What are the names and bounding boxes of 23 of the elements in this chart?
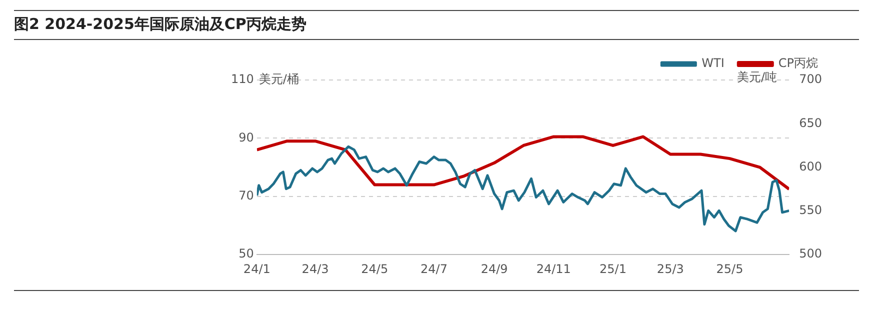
x-tick-label: 24/11: [536, 262, 571, 276]
x-tick-label: 24/7: [420, 262, 448, 276]
x-tick-label: 25/5: [716, 262, 744, 276]
y2-tick-label: 550: [799, 203, 822, 218]
chart-title: 图2 2024-2025年国际原油及CP丙烷走势: [14, 10, 859, 40]
y2-tick-label: 700: [799, 72, 822, 86]
x-tick-label: 24/1: [243, 262, 270, 276]
x-tick-label: 24/5: [361, 262, 388, 276]
y2-axis-title: 美元/吨: [737, 70, 778, 84]
x-tick-label: 24/9: [480, 262, 508, 276]
x-tick-label: 25/1: [600, 262, 626, 276]
x-tick-label: 25/3: [656, 262, 684, 276]
legend-label: CP丙烷: [778, 56, 818, 70]
y-tick-label: 90: [238, 130, 254, 144]
y-axis-title: 美元/桶: [258, 72, 299, 86]
y2-tick-label: 600: [799, 159, 822, 174]
legend-label: WTI: [702, 56, 724, 70]
y2-tick-label: 500: [799, 246, 822, 261]
y-tick-label: 50: [238, 246, 254, 261]
x-tick-label: 24/3: [302, 262, 329, 276]
y-tick-label: 110: [231, 72, 254, 86]
y2-tick-label: 650: [799, 116, 822, 130]
y-tick-label: 70: [238, 188, 254, 203]
